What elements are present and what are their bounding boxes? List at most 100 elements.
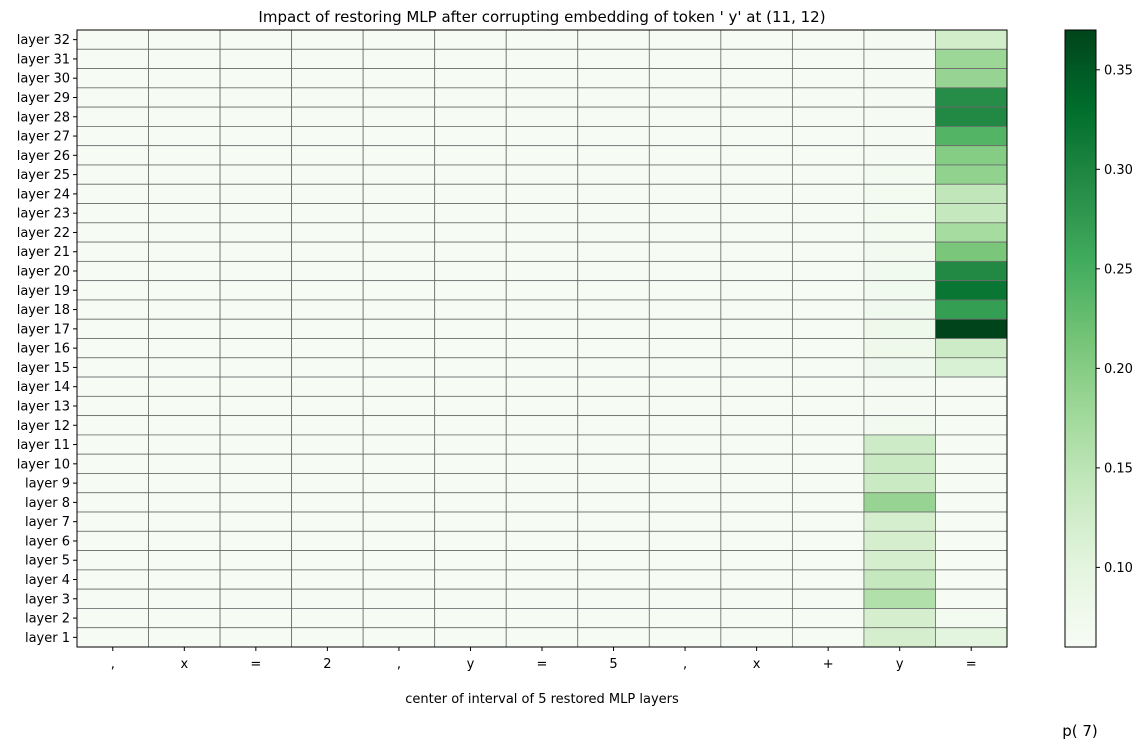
heatmap-cell (148, 608, 221, 629)
heatmap-cell (434, 29, 507, 50)
heatmap-cell (863, 126, 936, 147)
heatmap-cell (434, 126, 507, 147)
heatmap-cell (76, 627, 149, 648)
y-tick-label: layer 4 (25, 573, 70, 588)
heatmap-cell (577, 68, 650, 89)
y-tick-label: layer 26 (17, 149, 70, 164)
heatmap-cell (863, 48, 936, 69)
y-tick-label: layer 20 (17, 265, 70, 280)
heatmap-cell (505, 126, 579, 147)
heatmap-cell (935, 145, 1008, 166)
heatmap-cell (791, 318, 865, 339)
heatmap-cell (291, 280, 364, 301)
heatmap-cell (362, 87, 436, 108)
heatmap-cell (362, 48, 436, 69)
heatmap-cell (791, 550, 865, 571)
heatmap-cell (577, 453, 650, 474)
heatmap-cell (505, 511, 579, 532)
heatmap-cell (791, 627, 865, 648)
heatmap-cell (362, 608, 436, 629)
y-axis: layer 32 layer 31 layer 30 layer 29 layer 28… (17, 33, 77, 646)
heatmap-cell (935, 299, 1008, 320)
heatmap-cell (434, 48, 507, 69)
heatmap-cell (505, 530, 579, 551)
heatmap-cell (76, 473, 149, 494)
heatmap-cell (291, 395, 364, 417)
heatmap-cell (863, 299, 936, 320)
heatmap-cell (648, 299, 722, 320)
heatmap-cell (434, 550, 507, 571)
heatmap-cell (505, 492, 579, 513)
heatmap-cell (76, 492, 149, 513)
heatmap-cell (935, 550, 1008, 571)
heatmap-cell (76, 260, 149, 282)
heatmap-cell (219, 126, 293, 147)
heatmap-cell (76, 588, 149, 609)
heatmap-cell (291, 29, 364, 50)
x-tick-label: y (896, 657, 904, 672)
heatmap-cell (505, 87, 579, 108)
heatmap-cell (434, 453, 507, 474)
heatmap-cell (362, 376, 436, 397)
heatmap-cell (76, 68, 149, 89)
x-tick-label: = (537, 657, 548, 672)
heatmap-cell (505, 48, 579, 69)
heatmap-cell (219, 318, 293, 339)
x-tick-label: = (966, 657, 977, 672)
heatmap-cell (505, 357, 579, 378)
heatmap-cell (148, 569, 221, 590)
heatmap-cell (863, 530, 936, 551)
heatmap-cell (648, 338, 722, 359)
heatmap-cell (720, 473, 793, 494)
heatmap-cell (648, 530, 722, 551)
colorbar-tick-label: 0.15 (1104, 461, 1133, 476)
heatmap-cell (148, 299, 221, 320)
heatmap-cell (577, 627, 650, 648)
colorbar-tick-label: 0.20 (1104, 362, 1133, 377)
heatmap-cell (362, 357, 436, 378)
y-tick-label: layer 30 (17, 72, 70, 87)
heatmap-cell (505, 68, 579, 89)
heatmap-cell (505, 280, 579, 301)
heatmap-cell (648, 318, 722, 339)
x-axis-label: center of interval of 5 restored MLP lay… (405, 692, 679, 707)
heatmap-cell (291, 260, 364, 282)
heatmap-cell (648, 222, 722, 243)
heatmap-cell (935, 48, 1008, 69)
x-tick-label: , (397, 657, 401, 672)
heatmap-cell (720, 395, 793, 417)
heatmap-cell (434, 222, 507, 243)
heatmap-cell (577, 299, 650, 320)
heatmap-cell (76, 183, 149, 204)
heatmap-cell (291, 68, 364, 89)
heatmap-cell (791, 183, 865, 204)
heatmap-cell (720, 453, 793, 474)
heatmap-cell (791, 434, 865, 455)
heatmap-cell (935, 164, 1008, 185)
heatmap-cell (648, 608, 722, 629)
heatmap-cell (362, 627, 436, 648)
heatmap-cell (148, 434, 221, 455)
heatmap-cell (434, 260, 507, 282)
heatmap-cell (219, 203, 293, 224)
heatmap-cell (505, 550, 579, 571)
heatmap-cell (863, 588, 936, 609)
heatmap-cell (863, 492, 936, 513)
heatmap-cell (791, 241, 865, 262)
heatmap-cell (648, 280, 722, 301)
heatmap-cell (720, 530, 793, 551)
heatmap-cell (362, 241, 436, 262)
heatmap-cell (505, 588, 579, 609)
heatmap-cell (577, 164, 650, 185)
heatmap-cell (362, 569, 436, 590)
heatmap-cell (863, 222, 936, 243)
heatmap-cell (76, 511, 149, 532)
heatmap-cell (434, 299, 507, 320)
heatmap-cell (291, 550, 364, 571)
heatmap-cell (148, 126, 221, 147)
heatmap-cell (863, 29, 936, 50)
heatmap-cell (219, 87, 293, 108)
y-tick-label: layer 1 (25, 631, 70, 646)
heatmap-cell (863, 473, 936, 494)
heatmap-cell (648, 260, 722, 282)
